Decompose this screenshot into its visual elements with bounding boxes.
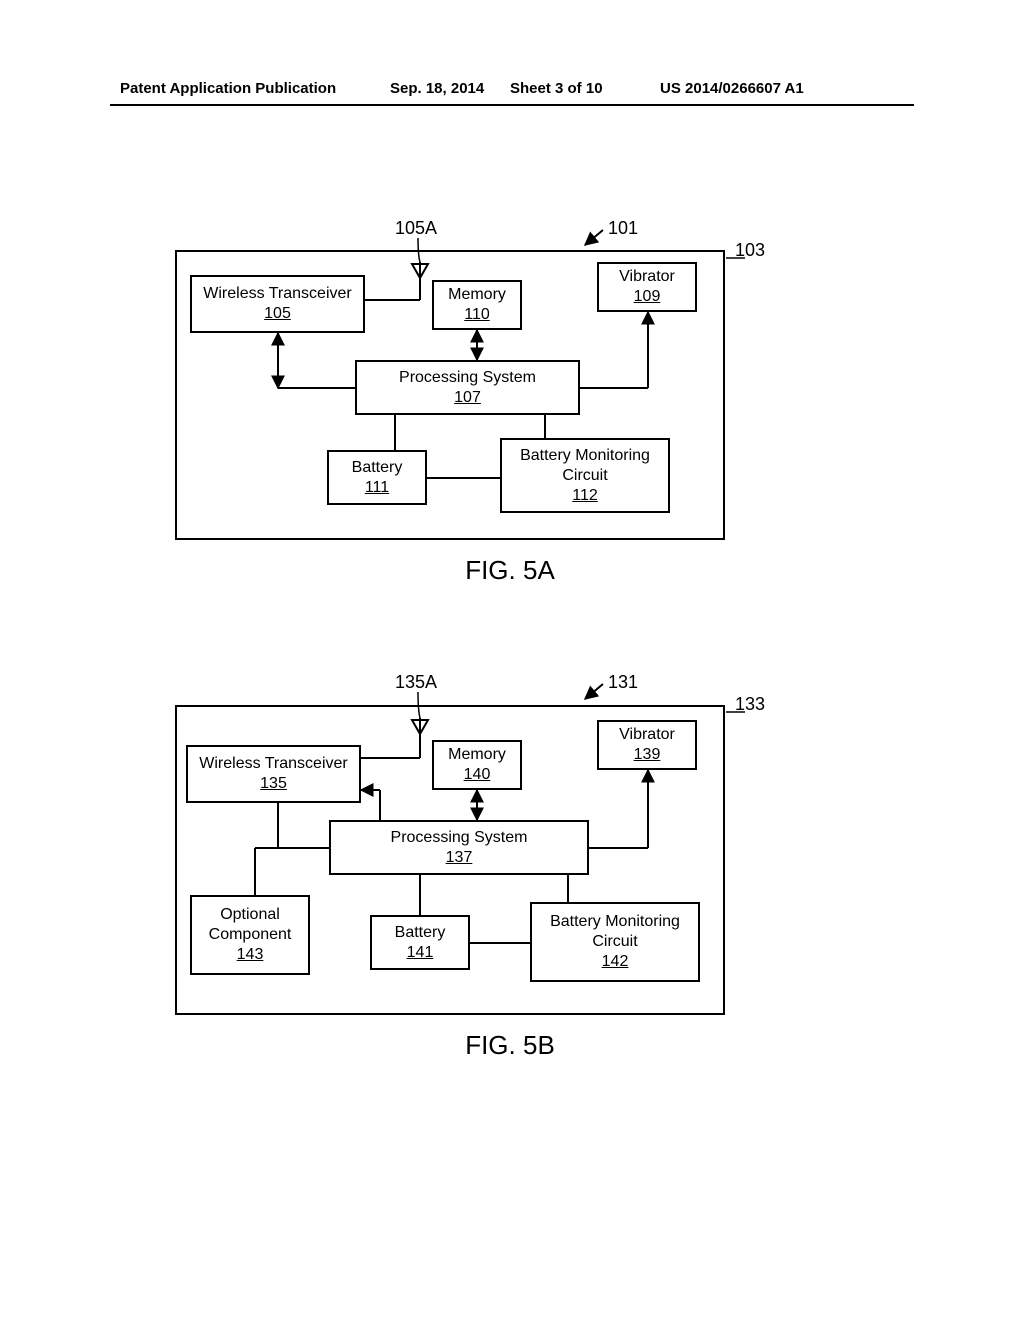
fig5b-processor-ref: 137 [446,848,473,868]
header-rule [110,104,914,106]
fig5a-battmon-ref: 112 [572,486,598,506]
fig5a-memory-box: Memory 110 [432,280,522,330]
fig5a-processor-box: Processing System 107 [355,360,580,415]
fig5a-battmon-title2: Circuit [562,466,607,486]
fig5a-transceiver-ref: 105 [264,304,291,324]
fig5a-housing-ref: 103 [735,240,765,261]
header-date: Sep. 18, 2014 [390,80,484,97]
fig5b-battmon-title2: Circuit [592,932,637,952]
fig5b-battery-ref: 141 [407,943,434,963]
fig5b-transceiver-ref: 135 [260,774,287,794]
fig5a-assembly-ref: 101 [608,218,638,239]
page: Patent Application Publication Sep. 18, … [0,0,1024,1320]
header-pubno: US 2014/0266607 A1 [660,80,804,97]
fig5a-battmon-title: Battery Monitoring [520,446,650,466]
fig5a-transceiver-box: Wireless Transceiver 105 [190,275,365,333]
fig5a-battery-title: Battery [352,458,403,478]
fig5a-vibrator-ref: 109 [634,287,661,307]
fig5a-caption: FIG. 5A [410,555,610,586]
fig5b-optional-title2: Component [209,925,292,945]
fig5b-optional-ref: 143 [237,945,264,965]
fig5a-battery-box: Battery 111 [327,450,427,505]
fig5b-housing-ref: 133 [735,694,765,715]
fig5a-processor-title: Processing System [399,368,536,388]
fig5b-vibrator-box: Vibrator 139 [597,720,697,770]
fig5b-processor-title: Processing System [391,828,528,848]
fig5b-optional-title: Optional [220,905,280,925]
fig5b-battery-title: Battery [395,923,446,943]
fig5b-caption: FIG. 5B [410,1030,610,1061]
fig5a-battmon-box: Battery Monitoring Circuit 112 [500,438,670,513]
fig5b-memory-ref: 140 [464,765,491,785]
fig5b-battmon-ref: 142 [602,952,629,972]
fig5a-antenna-ref: 105A [395,218,437,239]
fig5a-processor-ref: 107 [454,388,481,408]
fig5a-memory-title: Memory [448,285,506,305]
header-sheet: Sheet 3 of 10 [510,80,603,97]
header-publication: Patent Application Publication [120,80,336,97]
fig5b-battmon-box: Battery Monitoring Circuit 142 [530,902,700,982]
fig5b-assembly-ref: 131 [608,672,638,693]
fig5b-battery-box: Battery 141 [370,915,470,970]
fig5a-transceiver-title: Wireless Transceiver [203,284,351,304]
fig5b-vibrator-ref: 139 [634,745,661,765]
fig5b-transceiver-box: Wireless Transceiver 135 [186,745,361,803]
fig5b-antenna-ref: 135A [395,672,437,693]
fig5b-battmon-title: Battery Monitoring [550,912,680,932]
fig5a-vibrator-title: Vibrator [619,267,675,287]
fig5a-vibrator-box: Vibrator 109 [597,262,697,312]
fig5b-optional-box: Optional Component 143 [190,895,310,975]
fig5a-memory-ref: 110 [464,305,490,325]
fig5b-processor-box: Processing System 137 [329,820,589,875]
fig5a-battery-ref: 111 [365,478,389,498]
fig5b-memory-title: Memory [448,745,506,765]
fig5b-vibrator-title: Vibrator [619,725,675,745]
fig5b-transceiver-title: Wireless Transceiver [199,754,347,774]
fig5b-memory-box: Memory 140 [432,740,522,790]
